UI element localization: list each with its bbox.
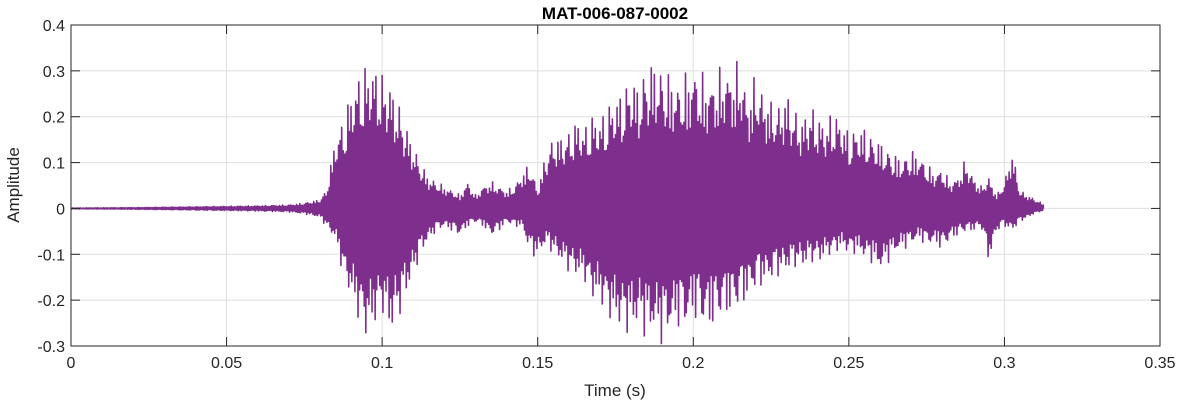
x-tick-label: 0.1 xyxy=(371,355,393,372)
waveform-line xyxy=(71,60,1045,345)
y-tick-label: 0.4 xyxy=(43,18,65,35)
x-tick-label: 0.25 xyxy=(833,355,864,372)
x-tick-label: 0.35 xyxy=(1144,355,1175,372)
y-tick-label: -0.2 xyxy=(37,293,65,310)
y-tick-label: 0.2 xyxy=(43,110,65,127)
chart-title: MAT-006-087-0002 xyxy=(542,4,688,23)
x-tick-label: 0.15 xyxy=(522,355,553,372)
y-tick-label: 0 xyxy=(56,201,65,218)
y-axis-label: Amplitude xyxy=(4,147,23,223)
x-tick-label: 0.05 xyxy=(211,355,242,372)
x-tick-label: 0 xyxy=(67,355,76,372)
x-tick-labels: 0 0.05 0.1 0.15 0.2 0.25 0.3 0.35 xyxy=(67,355,1176,372)
y-tick-label: 0.3 xyxy=(43,64,65,81)
y-tick-label: -0.3 xyxy=(37,339,65,356)
y-tick-label: -0.1 xyxy=(37,247,65,264)
tick-marks xyxy=(70,24,1161,347)
y-tick-labels: -0.3 -0.2 -0.1 0 0.1 0.2 0.3 0.4 xyxy=(37,18,65,356)
plot-frame xyxy=(70,24,1161,347)
x-tick-label: 0.3 xyxy=(993,355,1015,372)
y-tick-label: 0.1 xyxy=(43,156,65,173)
x-tick-label: 0.2 xyxy=(682,355,704,372)
x-axis-label: Time (s) xyxy=(584,381,646,400)
